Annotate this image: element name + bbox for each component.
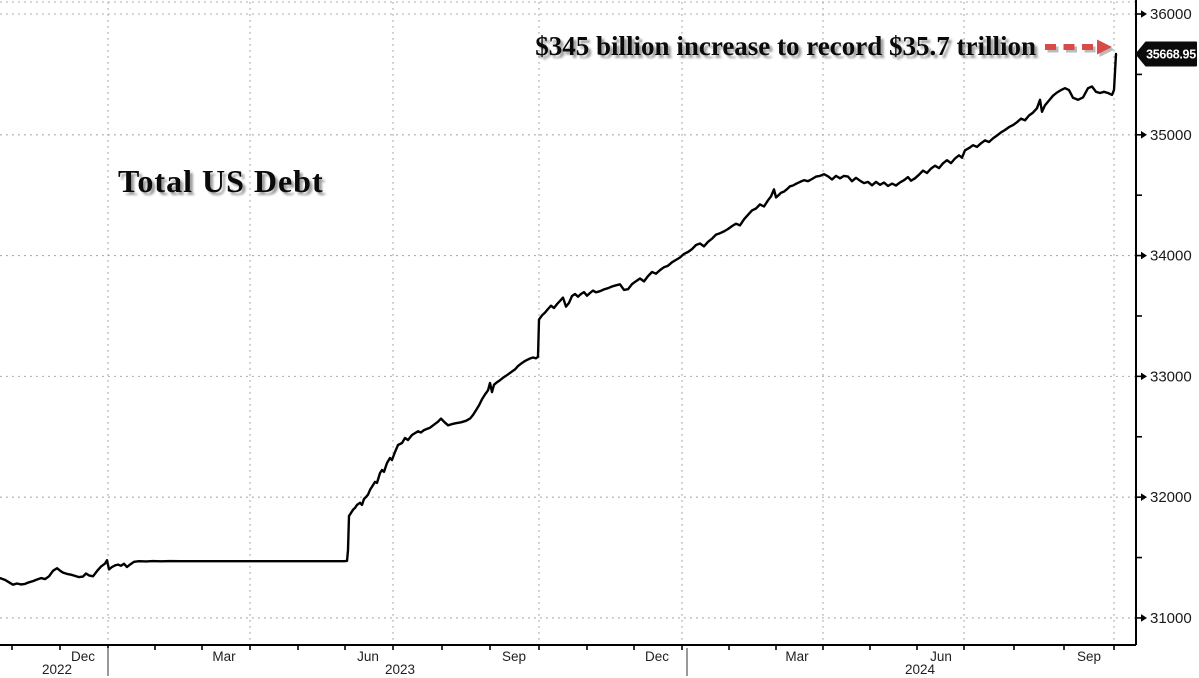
y-axis-label: 31000 — [1150, 610, 1192, 627]
arrow-head-icon — [1097, 39, 1112, 55]
x-axis-month-label: Mar — [785, 649, 809, 664]
x-axis-month-label: Mar — [212, 649, 236, 664]
h-gridlines — [0, 1, 1136, 619]
y-axis-label: 33000 — [1150, 368, 1192, 385]
v-gridlines — [107, 2, 1115, 645]
x-axis-year-label: 2022 — [42, 662, 72, 677]
debt-line-series — [0, 52, 1118, 586]
x-axis-month-label: Jun — [357, 649, 379, 664]
axes — [0, 0, 1137, 646]
last-price-value: 35668.95 — [1146, 47, 1196, 61]
last-price-box — [1135, 41, 1197, 67]
y-axis-tick-arrow-icon — [1141, 614, 1147, 622]
x-axis-month-label: Jun — [930, 649, 952, 664]
y-axis-label: 34000 — [1150, 248, 1192, 265]
x-axis-month-label: Sep — [502, 649, 526, 664]
y-axis-label: 35000 — [1150, 127, 1192, 144]
x-axis-month-label: Sep — [1077, 649, 1101, 664]
y-axis-tick-arrow-icon — [1141, 372, 1147, 381]
debt-line — [0, 52, 1118, 586]
y-axis-tick-arrow-icon — [1141, 251, 1147, 260]
y-axis-label: 36000 — [1150, 6, 1192, 23]
x-axis: Dec Mar Jun Sep Dec Mar Jun Sep 2022 2023 2024 — [11, 645, 1115, 677]
x-axis-month-label: Dec — [71, 649, 95, 664]
y-axis-label: 32000 — [1150, 489, 1192, 506]
y-axis-tick-arrow-icon — [1141, 130, 1147, 139]
chart-title: Total US Debt — [118, 163, 324, 199]
y-axis-tick-arrow-icon — [1141, 10, 1147, 18]
x-axis-year-label: 2024 — [905, 662, 936, 677]
annotation-arrow — [1045, 39, 1115, 57]
y-axis-tick-arrow-icon — [1141, 493, 1147, 501]
x-axis-year-label: 2023 — [385, 662, 415, 677]
last-price-tag: 35668.95 — [1135, 41, 1197, 67]
x-axis-month-label: Dec — [645, 649, 669, 664]
annotation-text: $345 billion increase to record $35.7 tr… — [535, 31, 1036, 61]
y-axis: 31000 32000 33000 34000 35000 36000 — [1136, 6, 1192, 627]
